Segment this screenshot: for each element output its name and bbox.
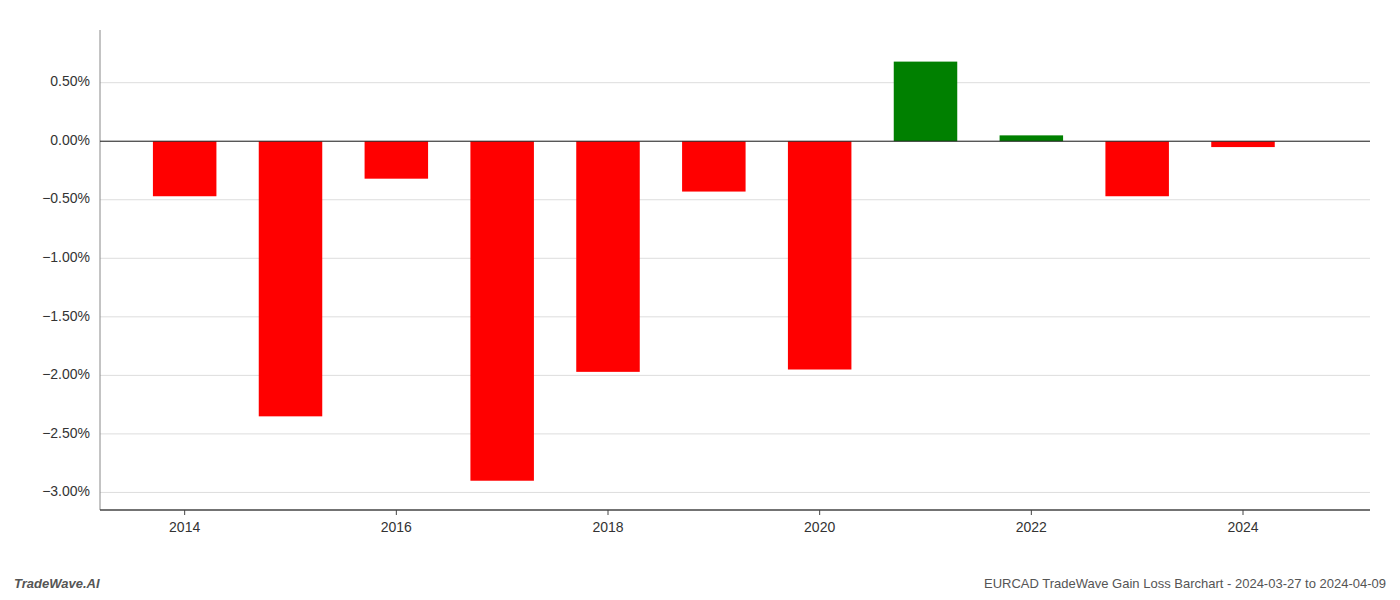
x-axis-line <box>100 509 1370 511</box>
bar <box>788 141 852 369</box>
grid <box>100 83 1370 493</box>
x-axis: 2014 2016 2018 2020 2022 2024 <box>169 510 1259 535</box>
y-tick-label: −2.50% <box>42 425 90 441</box>
bar <box>365 141 429 178</box>
x-tick <box>1243 510 1244 515</box>
x-tick-label: 2016 <box>381 519 412 535</box>
x-tick-label: 2024 <box>1227 519 1258 535</box>
y-tick-label: −2.00% <box>42 366 90 382</box>
y-tick-label: −3.00% <box>42 483 90 499</box>
grid-line <box>100 433 1370 434</box>
x-tick <box>819 510 820 515</box>
grid-line <box>100 141 1370 142</box>
grid-line <box>100 492 1370 493</box>
y-axis: 0.50% 0.00% −0.50% −1.00% −1.50% −2.00% −2.50%… <box>42 73 90 499</box>
bar <box>1000 135 1063 141</box>
grid-line <box>100 82 1370 83</box>
watermark: TradeWave.AI <box>14 576 100 591</box>
y-tick-label: −1.00% <box>42 249 90 265</box>
bars <box>153 62 1275 481</box>
zero-line <box>100 141 1370 142</box>
x-tick-label: 2014 <box>169 519 200 535</box>
bar <box>1211 141 1275 147</box>
bar <box>894 62 958 142</box>
x-tick-label: 2020 <box>804 519 835 535</box>
bar <box>470 141 533 481</box>
bar <box>153 141 217 196</box>
y-tick-label: −0.50% <box>42 190 90 206</box>
x-tick-label: 2022 <box>1016 519 1047 535</box>
bar <box>259 141 323 416</box>
title: EURCAD TradeWave Gain Loss Barchart - 20… <box>984 576 1386 591</box>
y-tick-label: 0.50% <box>50 73 90 89</box>
x-tick <box>608 510 609 515</box>
x-tick-label: 2018 <box>592 519 623 535</box>
bar <box>682 141 746 191</box>
x-tick <box>184 510 185 515</box>
bar <box>1105 141 1169 196</box>
y-axis-line <box>100 30 101 510</box>
x-tick <box>1031 510 1032 515</box>
y-tick-label: −1.50% <box>42 308 90 324</box>
bar <box>576 141 640 372</box>
y-tick-label: 0.00% <box>50 132 90 148</box>
x-tick <box>396 510 397 515</box>
chart: 0.50% 0.00% −0.50% −1.00% −1.50% −2.00% −2.50%… <box>0 0 1400 600</box>
